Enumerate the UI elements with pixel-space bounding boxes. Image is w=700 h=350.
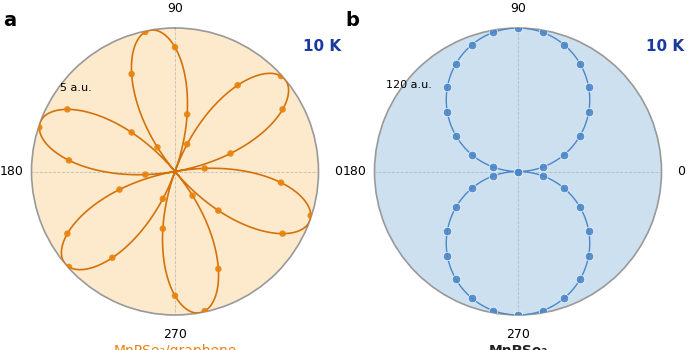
- Point: [277, 106, 288, 112]
- Point: [575, 133, 586, 138]
- Point: [126, 130, 137, 135]
- Point: [575, 204, 586, 210]
- Point: [488, 308, 499, 314]
- Point: [488, 29, 499, 35]
- Point: [442, 253, 453, 259]
- Point: [63, 158, 74, 163]
- Point: [575, 276, 586, 282]
- Point: [199, 166, 210, 171]
- Point: [450, 61, 461, 67]
- Point: [158, 196, 169, 202]
- Point: [232, 83, 244, 88]
- Point: [213, 266, 224, 272]
- Point: [466, 295, 477, 301]
- Point: [106, 255, 118, 260]
- Point: [583, 84, 594, 90]
- Point: [559, 186, 570, 191]
- Point: [63, 264, 74, 270]
- Point: [140, 172, 151, 177]
- Text: a: a: [3, 11, 16, 30]
- Point: [213, 208, 224, 213]
- Point: [187, 193, 198, 198]
- Point: [575, 61, 586, 66]
- Point: [62, 231, 73, 237]
- Text: MnPSe₃/graphene: MnPSe₃/graphene: [113, 344, 237, 350]
- Point: [442, 228, 453, 233]
- Point: [199, 308, 210, 314]
- Point: [277, 231, 288, 237]
- Point: [537, 164, 548, 170]
- Point: [34, 125, 45, 130]
- Text: 5 a.u.: 5 a.u.: [60, 83, 92, 93]
- Point: [583, 253, 594, 259]
- Point: [140, 29, 151, 35]
- Point: [152, 145, 163, 150]
- Point: [181, 112, 193, 117]
- Point: [488, 164, 499, 170]
- Point: [114, 187, 125, 192]
- Point: [466, 152, 477, 158]
- Point: [583, 110, 594, 115]
- Text: 10 K: 10 K: [646, 40, 685, 55]
- Text: b: b: [346, 11, 360, 30]
- Point: [488, 173, 499, 178]
- Point: [537, 308, 548, 314]
- Point: [276, 180, 287, 186]
- Text: MnPSe₃: MnPSe₃: [489, 344, 547, 350]
- Point: [181, 141, 193, 147]
- Point: [442, 84, 453, 90]
- Point: [512, 169, 524, 174]
- Point: [450, 133, 461, 138]
- Point: [169, 293, 181, 299]
- Point: [126, 71, 137, 77]
- Point: [559, 42, 570, 48]
- Point: [450, 276, 461, 282]
- Point: [225, 150, 236, 156]
- Point: [559, 152, 570, 158]
- Point: [512, 312, 524, 318]
- Point: [466, 186, 477, 191]
- Point: [537, 29, 548, 35]
- Point: [466, 42, 477, 48]
- Point: [512, 25, 524, 31]
- Point: [276, 73, 287, 79]
- Point: [450, 205, 461, 210]
- Point: [559, 295, 570, 301]
- Point: [158, 226, 169, 231]
- Point: [537, 173, 548, 178]
- Text: 10 K: 10 K: [303, 40, 342, 55]
- Text: 120 a.u.: 120 a.u.: [386, 80, 432, 90]
- Point: [442, 110, 453, 115]
- Point: [512, 169, 524, 174]
- Point: [169, 44, 181, 50]
- Point: [583, 228, 594, 233]
- Point: [62, 106, 73, 112]
- Point: [305, 213, 316, 218]
